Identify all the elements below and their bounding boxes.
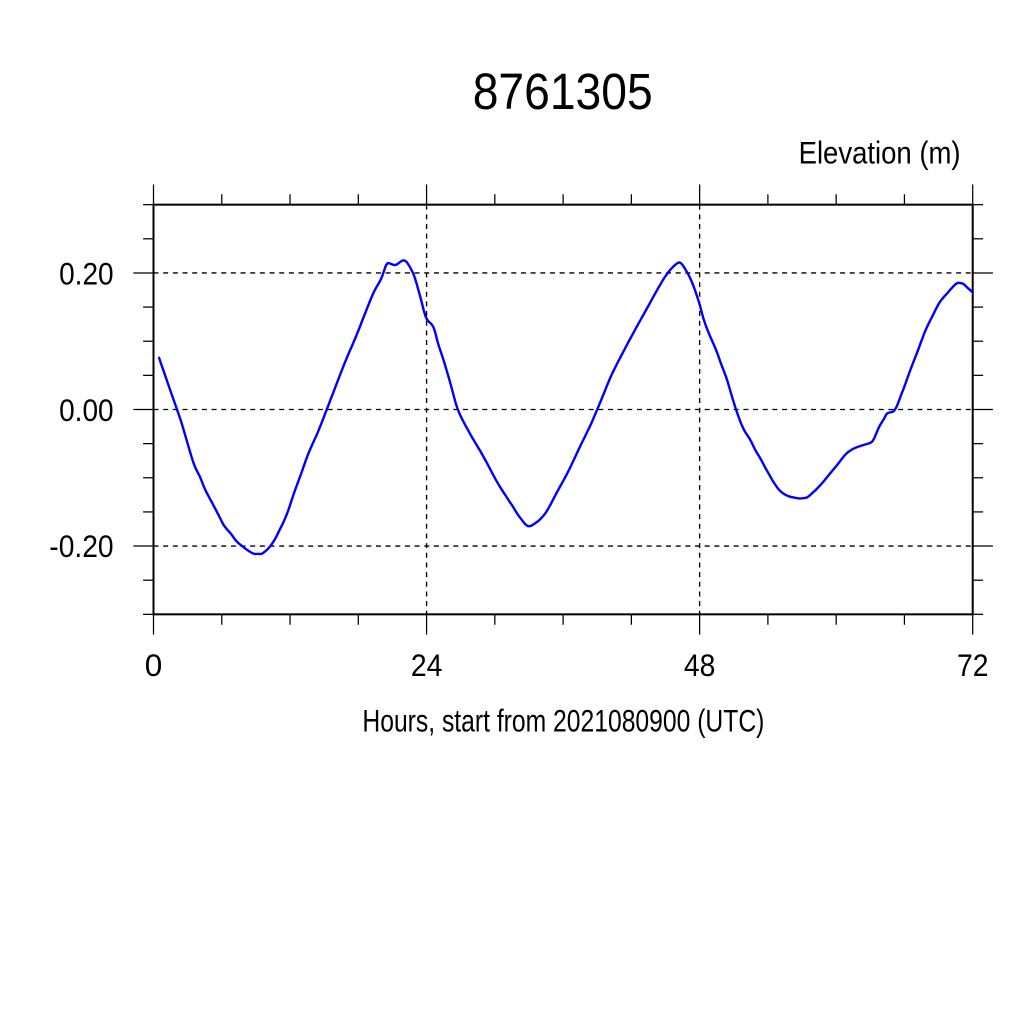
svg-text:0.00: 0.00	[59, 393, 114, 428]
svg-text:Hours, start from 2021080900 (: Hours, start from 2021080900 (UTC)	[362, 703, 764, 738]
svg-text:-0.20: -0.20	[49, 529, 113, 564]
svg-text:0: 0	[145, 648, 163, 683]
svg-text:24: 24	[411, 648, 443, 683]
svg-text:Elevation (m): Elevation (m)	[799, 136, 961, 171]
svg-text:0.20: 0.20	[59, 256, 114, 291]
svg-text:48: 48	[684, 648, 716, 683]
svg-text:8761305: 8761305	[473, 63, 653, 120]
svg-text:72: 72	[957, 648, 989, 683]
